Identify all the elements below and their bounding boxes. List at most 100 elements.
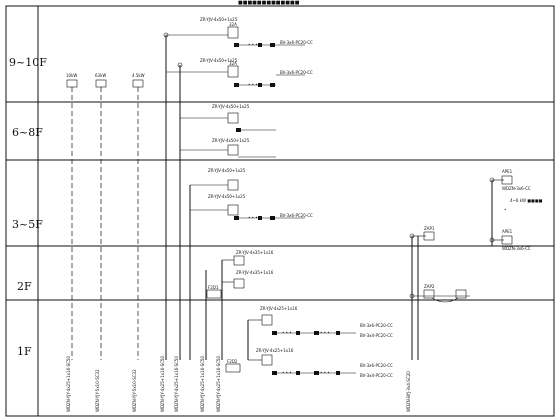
panel-label-2f: F2D1	[208, 285, 219, 290]
emergency-box-1	[501, 175, 513, 185]
dots-4: • • •	[282, 330, 292, 335]
floor-label-9-10: 9~10F	[9, 56, 47, 69]
cable-label-6: ZR-YJV-4x50+1x25	[208, 194, 246, 199]
breaker-box-9	[261, 314, 273, 326]
switch-symbol-5	[258, 83, 262, 87]
switch-symbol-17	[314, 371, 319, 375]
switch-symbol-3	[270, 43, 275, 47]
switch-symbol-1	[234, 43, 239, 47]
branches-6-8f: ZR-YJV-4x50+1x25 ZR-YJV-4x50+1x25	[180, 104, 276, 158]
breaker-label-2: 32A	[229, 61, 237, 66]
riser-tag-4: WDZN-YJY-4x25+1x16-SC50	[160, 356, 165, 412]
cable-label-8: ZR-YJV-4x35+1x16	[236, 270, 274, 275]
feeder-label-5: BV-3x4-PC20-CC	[360, 333, 393, 338]
breaker-box-2	[227, 65, 239, 78]
breaker-box-1	[227, 26, 239, 39]
riser-node-2	[177, 62, 183, 68]
feeder-label-6: BV-3x6-PC20-CC	[360, 363, 393, 368]
floor-label-1: 1F	[17, 345, 32, 358]
switch-symbol-11	[272, 331, 277, 335]
feeder-label-7: BV-3x4-PC20-CC	[360, 373, 393, 378]
box-label-1: 10kW	[66, 73, 77, 78]
switch-symbol-10	[270, 216, 275, 220]
breaker-box-5	[227, 179, 239, 191]
feeder-label-1: BV-3x6-PC20-CC	[280, 40, 313, 45]
branches-2f: ZR-YJV-4x35+1x16 ZR-YJV-4x35+1x16 F2D1	[206, 250, 274, 299]
diagram-title: ■■■■■■■■■■■■■	[238, 0, 300, 6]
switch-symbol-2	[258, 43, 262, 47]
cable-label-4: ZR-YJV-4x50+1x25	[212, 138, 250, 143]
floor-label-6-8: 6~8F	[12, 126, 43, 139]
cable-label-10: ZR-YJV-4x25+1x16	[256, 348, 294, 353]
emergency-feeder-2: WDZN-3x6-CC	[502, 246, 531, 251]
emergency-label-1: APE1	[502, 169, 513, 174]
floor-label-3-5: 3~5F	[12, 218, 43, 231]
emergency-feeder-1: WDZN-3x6-CC	[502, 186, 531, 191]
right-side-circuits: ZAP1 ZAP2 APE1 WDZN-3x6-CC 4~6 kW ■■■■ •…	[409, 169, 543, 360]
cable-label-1: ZR-YJV-4x50+1x25	[200, 17, 238, 22]
switch-symbol-13	[314, 331, 319, 335]
meter-box-2	[95, 79, 107, 88]
riser-tag-1: WDZN-YJY-4x25+1x16-SC50	[66, 356, 71, 412]
feeder-label-2: BV-3x6-PC20-CC	[280, 70, 313, 75]
riser-tag-3: WDZN-YJY-5x10-SC32	[132, 369, 137, 412]
riser-tag-5: WDZN-YJY-4x25+1x16-SC50	[174, 356, 179, 412]
breaker-box-3	[227, 112, 239, 124]
riser-tag-7: WDZN-YJY-4x25+1x16-SC50	[216, 356, 221, 412]
riser-tag-8: WDZN-BYJ-3x4-SC20	[406, 371, 411, 412]
riser-tag-6: WDZN-YJY-4x25+1x16-SC50	[200, 356, 205, 412]
meter-box-1	[66, 79, 78, 88]
feeder-label-3: BV-3x6-PC20-CC	[280, 213, 313, 218]
breaker-label-1: 32A	[229, 22, 237, 27]
switch-symbol-15	[272, 371, 277, 375]
light-box-label-1: ZAP1	[424, 226, 435, 231]
emergency-box-2	[501, 235, 513, 245]
breaker-box-7	[233, 255, 245, 266]
dots-3: • • •	[248, 215, 258, 220]
switch-symbol-9	[258, 216, 262, 220]
cable-label-3: ZR-YJV-4x50+1x25	[212, 104, 250, 109]
switch-symbol-14	[336, 331, 340, 335]
riser-tags: WDZN-YJY-4x25+1x16-SC50 WDZN-YJY-5x10-SC…	[66, 356, 411, 412]
feeder-label-4: BV-3x6-PC20-CC	[360, 323, 393, 328]
main-risers	[163, 32, 249, 360]
main-panel-1f	[225, 363, 241, 373]
cable-label-5: ZR-YJV-4x50+1x25	[208, 168, 246, 173]
dots-5: • • •	[320, 330, 330, 335]
switch-symbol-4	[234, 83, 239, 87]
dots-2: • • •	[248, 82, 258, 87]
breaker-box-4	[227, 144, 239, 156]
cable-label-2: ZR-YJV-4x50+1x25	[200, 58, 238, 63]
branches-9-10f: ZR-YJV-4x50+1x25 32A • • • BV-3x6-PC20-C…	[166, 17, 313, 87]
switch-symbol-6	[270, 83, 275, 87]
emergency-label-2: APE1	[502, 229, 513, 234]
switch-symbol-7	[236, 128, 241, 132]
riser-group-left: 10kW 63kW 4.5kW	[66, 73, 145, 360]
emergency-dots: •	[504, 207, 506, 212]
riser-tag-2: WDZN-YJY-5x10-SC32	[95, 369, 100, 412]
switch-symbol-18	[336, 371, 340, 375]
dots-1: • • •	[248, 42, 258, 47]
box-label-3: 4.5kW	[132, 73, 145, 78]
branches-1f: ZR-YJV-4x25+1x16 • • • • • • BV-3x6-PC20…	[225, 306, 393, 378]
switch-symbol-8	[234, 216, 239, 220]
outer-frame	[5, 5, 555, 417]
meter-box-3	[132, 79, 144, 88]
switch-symbol-12	[296, 331, 300, 335]
breaker-box-6	[227, 204, 239, 216]
light-box-label-2: ZAP2	[424, 284, 435, 289]
light-box-2	[423, 289, 435, 299]
switch-symbol-16	[296, 371, 300, 375]
emergency-note: 4~6 kW ■■■■	[510, 198, 543, 203]
cable-label-7: ZR-YJV-4x35+1x16	[236, 250, 274, 255]
panel-label-1f: F2D2	[227, 359, 238, 364]
branches-3-5f: ZR-YJV-4x50+1x25 ZR-YJV-4x50+1x25 • • • …	[190, 168, 313, 220]
light-box-1	[423, 231, 435, 241]
arc-link	[431, 297, 459, 303]
floor-grid	[5, 5, 555, 417]
dots-6: • • •	[282, 370, 292, 375]
dots-7: • • •	[320, 370, 330, 375]
breaker-box-10	[261, 354, 273, 366]
